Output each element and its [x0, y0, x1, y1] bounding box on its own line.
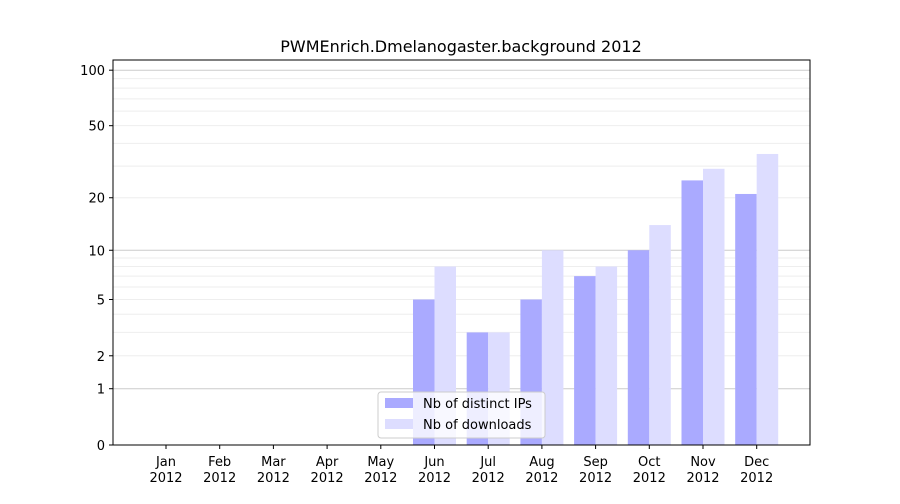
legend-swatch — [385, 419, 413, 429]
bar-distinct-ips — [627, 250, 650, 445]
bar-downloads — [595, 266, 618, 445]
x-tick-label: Nov 2012 — [686, 455, 719, 486]
x-tick-label: Jan 2012 — [149, 455, 182, 486]
x-tick-label: May 2012 — [364, 455, 397, 486]
chart-title: PWMEnrich.Dmelanogaster.background 2012 — [280, 37, 642, 56]
x-tick-label: Mar 2012 — [257, 455, 290, 486]
x-tick-label: Jun 2012 — [418, 455, 451, 486]
legend-label: Nb of downloads — [423, 418, 532, 433]
legend-label: Nb of distinct IPs — [423, 397, 532, 412]
x-tick-label: Aug 2012 — [525, 455, 558, 486]
x-tick-label: Oct 2012 — [633, 455, 666, 486]
y-tick-label: 100 — [80, 64, 105, 79]
bar-distinct-ips — [735, 193, 757, 445]
bar-distinct-ips — [574, 276, 596, 445]
bar-downloads — [703, 168, 725, 445]
y-tick-label: 0 — [97, 439, 105, 454]
x-tick-label: Apr 2012 — [311, 455, 344, 486]
legend-swatch — [385, 398, 413, 408]
bar-downloads — [541, 250, 564, 445]
x-tick-label: Dec 2012 — [740, 455, 773, 486]
y-tick-label: 20 — [88, 192, 105, 207]
x-tick-label: Feb 2012 — [203, 455, 236, 486]
y-tick-label: 50 — [88, 120, 105, 135]
bar-downloads — [649, 225, 671, 445]
y-tick-label: 2 — [97, 350, 105, 365]
x-tick-label: Jul 2012 — [472, 455, 505, 486]
bar-distinct-ips — [681, 180, 703, 446]
axes-frame — [112, 59, 811, 446]
y-tick-label: 1 — [97, 383, 105, 398]
x-tick-label: Sep 2012 — [579, 455, 612, 486]
legend-box — [377, 391, 546, 439]
y-tick-label: 5 — [97, 293, 105, 308]
y-tick-label: 10 — [88, 244, 105, 259]
legend: Nb of distinct IPs Nb of downloads — [377, 391, 546, 439]
bar-downloads — [756, 153, 779, 445]
